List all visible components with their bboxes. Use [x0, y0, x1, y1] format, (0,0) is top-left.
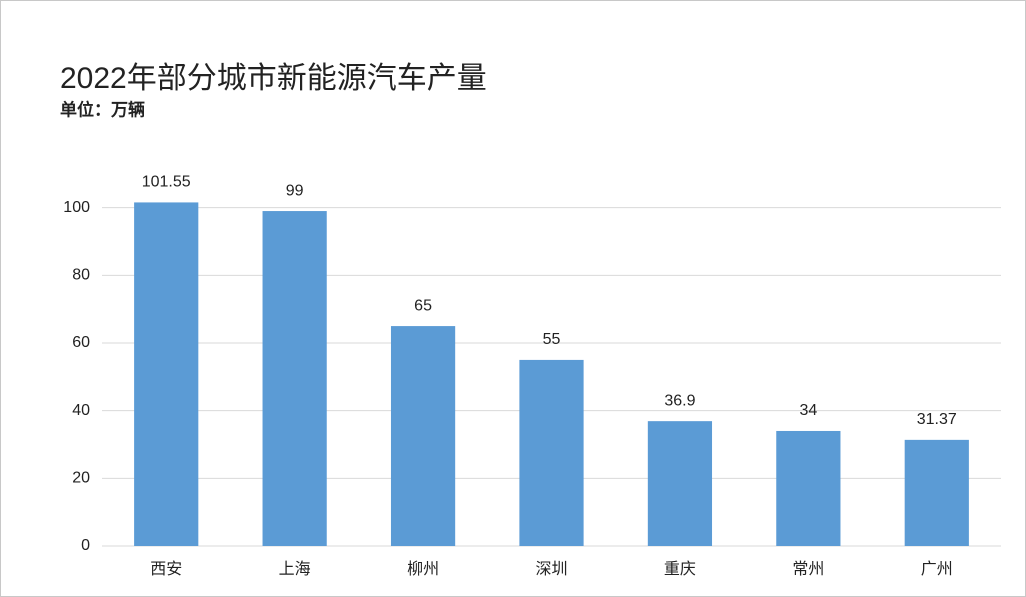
y-tick-label: 60: [72, 334, 90, 351]
value-label: 65: [414, 297, 432, 314]
bar: [647, 421, 713, 546]
bar: [390, 326, 456, 546]
x-tick-label: 深圳: [535, 560, 567, 578]
bar: [776, 430, 841, 546]
y-tick-label: 100: [63, 199, 90, 216]
y-tick-label: 0: [81, 537, 90, 554]
x-tick-label: 常州: [792, 560, 824, 578]
bar: [904, 439, 969, 546]
bar: [262, 211, 327, 547]
value-label: 34: [799, 402, 817, 419]
bar: [134, 202, 199, 547]
x-tick-label: 重庆: [664, 560, 696, 578]
y-tick-label: 40: [72, 402, 90, 419]
x-tick-label: 上海: [279, 560, 311, 578]
chart-title: 2022年部分城市新能源汽车产量: [60, 62, 487, 95]
value-label: 99: [286, 182, 304, 199]
y-tick-label: 80: [72, 267, 90, 284]
value-label: 36.9: [664, 392, 695, 409]
value-label: 31.37: [917, 411, 957, 428]
x-tick-label: 广州: [921, 560, 953, 578]
x-tick-label: 西安: [150, 560, 182, 578]
value-label: 101.55: [142, 174, 191, 191]
x-tick-label: 柳州: [407, 560, 439, 578]
value-label: 55: [543, 331, 561, 348]
y-tick-label: 20: [72, 470, 90, 487]
chart-subtitle: 单位：万辆: [60, 99, 145, 119]
bar: [519, 359, 584, 546]
